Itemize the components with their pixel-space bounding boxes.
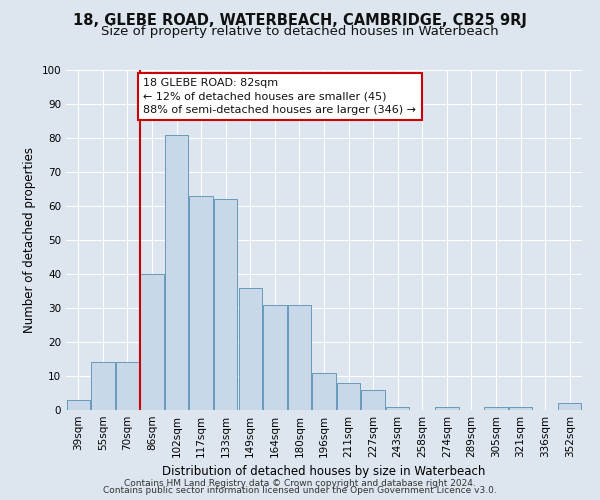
Bar [214,199,238,410]
Text: 18 GLEBE ROAD: 82sqm
← 12% of detached houses are smaller (45)
88% of semi-detac: 18 GLEBE ROAD: 82sqm ← 12% of detached h… [143,78,416,115]
Text: Size of property relative to detached houses in Waterbeach: Size of property relative to detached ho… [101,25,499,38]
Bar [361,390,385,410]
Bar [435,406,458,410]
Bar [116,362,139,410]
Y-axis label: Number of detached properties: Number of detached properties [23,147,36,333]
Text: Contains public sector information licensed under the Open Government Licence v3: Contains public sector information licen… [103,486,497,495]
Bar [558,403,581,410]
Bar [67,400,90,410]
Bar [91,362,115,410]
Bar [263,304,287,410]
Bar [190,196,213,410]
Bar [239,288,262,410]
Bar [165,134,188,410]
Bar [140,274,164,410]
Bar [288,304,311,410]
Text: Contains HM Land Registry data © Crown copyright and database right 2024.: Contains HM Land Registry data © Crown c… [124,478,476,488]
X-axis label: Distribution of detached houses by size in Waterbeach: Distribution of detached houses by size … [163,466,485,478]
Text: 18, GLEBE ROAD, WATERBEACH, CAMBRIDGE, CB25 9RJ: 18, GLEBE ROAD, WATERBEACH, CAMBRIDGE, C… [73,12,527,28]
Bar [386,406,409,410]
Bar [484,406,508,410]
Bar [337,383,360,410]
Bar [313,372,335,410]
Bar [509,406,532,410]
